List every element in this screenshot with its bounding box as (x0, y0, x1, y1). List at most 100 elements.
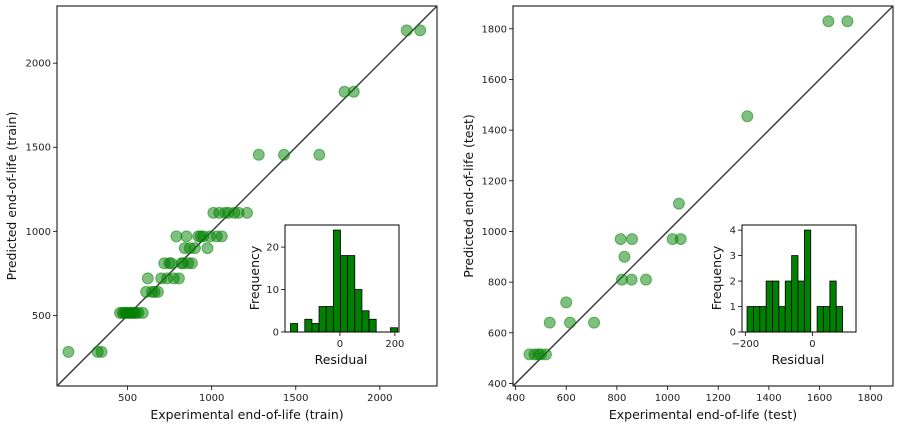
test-point (741, 110, 754, 123)
train-x-tick-label: 1500 (283, 393, 308, 404)
test-histogram-frame (741, 224, 857, 333)
test-histogram-y-tick-label: 1 (730, 302, 736, 313)
test-histogram-bar (765, 280, 773, 333)
test-histogram-bar (746, 306, 754, 333)
test-x-tick-label: 800 (607, 393, 626, 404)
test-y-tick-label: 1000 (482, 227, 507, 238)
test-point (560, 296, 573, 309)
train-point (172, 272, 185, 285)
test-point (618, 250, 631, 263)
test-identity-line (512, 5, 894, 387)
train-histogram-y-label: Frequency (247, 245, 262, 310)
train-point (241, 206, 253, 219)
train-points (62, 24, 427, 358)
train-point (180, 230, 193, 243)
test-histogram-bar (753, 306, 761, 333)
train-histogram-x-label: Residual (315, 352, 368, 367)
train-histogram-bar (332, 229, 341, 333)
train-histogram-bar (290, 323, 299, 333)
train-point (62, 345, 75, 358)
train-point (277, 148, 290, 161)
test-point (543, 316, 556, 329)
train-x-axis-label: Experimental end-of-life (train) (150, 407, 343, 422)
test-histogram-x-label: Residual (772, 352, 825, 367)
test-histogram-x-tick-label: −200 (732, 339, 759, 350)
test-y-tick-label: 1200 (482, 176, 507, 187)
train-point (252, 148, 265, 161)
test-histogram-bar (816, 306, 824, 333)
test-histogram-bar (797, 280, 805, 333)
test-histogram-x-tick-label: 0 (809, 339, 815, 350)
train-point (215, 230, 228, 243)
train-plot-frame (56, 5, 438, 387)
test-y-axis-label: Predicted end-of-life (test) (461, 114, 476, 278)
train-point (414, 24, 427, 37)
test-histogram-bar (803, 229, 812, 333)
train-point (136, 306, 149, 319)
train-histogram-bar (304, 318, 313, 333)
train-y-tick-label: 1500 (26, 143, 51, 154)
train-histogram-bar (318, 306, 327, 333)
test-y-tick-label: 800 (488, 278, 507, 289)
test-histogram-y-tick-label: 3 (730, 251, 736, 262)
test-histogram-y-label: Frequency (709, 245, 724, 310)
train-point (165, 257, 178, 270)
test-x-tick-label: 1400 (756, 393, 781, 404)
train-histogram-bar (361, 310, 370, 333)
train-histogram-y-tick-label: 20 (266, 243, 279, 254)
test-y-tick-label: 1800 (482, 24, 507, 35)
train-point (347, 85, 360, 98)
train-histogram-y-ticks: 0 10 20 (266, 243, 285, 339)
test-histogram-bar (759, 306, 767, 333)
test-histogram-bar (772, 280, 780, 333)
train-x-tick-label: 500 (118, 393, 137, 404)
train-histogram-x-ticks: 0 200 (337, 332, 404, 350)
train-point (151, 285, 164, 298)
train-point (141, 272, 154, 285)
test-x-tick-label: 1600 (807, 393, 832, 404)
test-histogram-y-tick-label: 0 (730, 328, 736, 339)
test-point (841, 15, 854, 28)
train-y-tick-label: 500 (32, 311, 51, 322)
test-histogram-bar (823, 306, 831, 333)
test-y-tick-label: 1600 (482, 75, 507, 86)
train-histogram-x-tick-label: 200 (385, 339, 404, 350)
train-histogram-bar (347, 255, 356, 333)
test-point (564, 316, 576, 329)
test-point (822, 15, 835, 28)
train-point (185, 257, 198, 270)
test-point (588, 316, 601, 329)
test-histogram-bar (778, 306, 786, 333)
train-y-ticks: 500 1000 1500 2000 (26, 59, 57, 322)
test-histogram-bar (835, 306, 843, 333)
test-plot-frame (512, 5, 894, 387)
test-point (640, 273, 652, 286)
train-y-tick-label: 1000 (26, 227, 51, 238)
train-histogram-bar (390, 327, 399, 333)
test-y-tick-label: 1400 (482, 126, 507, 137)
train-point (201, 242, 214, 255)
test-y-ticks: 400 600 800 1000 1200 1400 1600 1800 (482, 24, 513, 390)
train-histogram-x-tick-label: 0 (337, 339, 343, 350)
train-histogram-bar (368, 318, 377, 333)
train-point (170, 230, 183, 243)
train-x-tick-label: 1000 (199, 393, 224, 404)
train-y-axis-label: Predicted end-of-life (train) (4, 112, 19, 281)
train-identity-line (56, 5, 438, 387)
test-x-tick-label: 400 (506, 393, 525, 404)
train-histogram-bar (311, 323, 320, 333)
train-point (95, 345, 108, 358)
train-histogram-frame (284, 224, 400, 333)
train-x-tick-label: 2000 (367, 393, 392, 404)
test-histogram-y-tick-label: 2 (730, 277, 736, 288)
test-point (626, 233, 639, 246)
test-y-tick-label: 600 (488, 328, 507, 339)
test-histogram-bar (791, 255, 799, 333)
test-y-tick-label: 400 (488, 379, 507, 390)
test-point (674, 233, 687, 246)
test-point (625, 273, 638, 286)
test-histogram-y-tick-label: 4 (730, 226, 736, 237)
train-y-tick-label: 2000 (26, 59, 51, 70)
